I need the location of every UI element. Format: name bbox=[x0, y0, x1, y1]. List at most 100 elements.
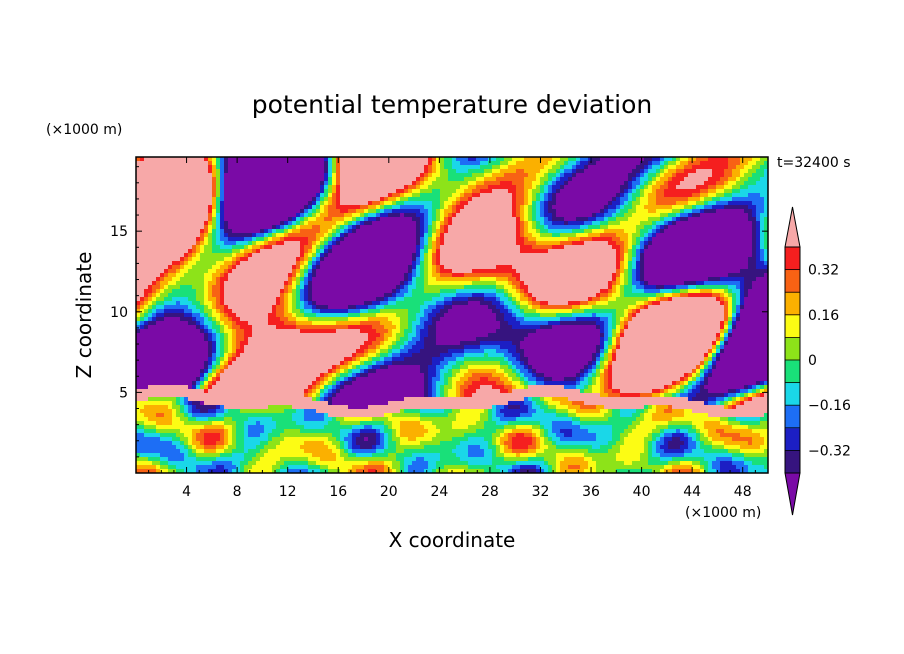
contour-cell bbox=[696, 369, 701, 374]
contour-cell bbox=[436, 337, 477, 342]
contour-cell bbox=[608, 393, 621, 398]
contour-cell bbox=[468, 377, 481, 382]
contour-cell bbox=[520, 465, 537, 470]
contour-cell bbox=[208, 337, 213, 342]
contour-cell bbox=[220, 273, 225, 278]
contour-cell bbox=[188, 397, 313, 402]
contour-cell bbox=[620, 321, 625, 326]
contour-cell bbox=[448, 217, 453, 222]
contour-cell bbox=[620, 285, 625, 290]
contour-cell bbox=[444, 297, 453, 302]
contour-cell bbox=[512, 213, 517, 218]
contour-cell bbox=[260, 457, 281, 462]
contour-cell bbox=[292, 277, 297, 282]
contour-cell bbox=[628, 245, 633, 250]
contour-cell bbox=[136, 321, 141, 326]
contour-cell bbox=[160, 437, 173, 442]
contour-cell bbox=[576, 377, 581, 382]
contour-cell bbox=[296, 225, 301, 230]
contour-cell bbox=[656, 197, 689, 202]
contour-cell bbox=[720, 337, 725, 342]
contour-cell bbox=[480, 341, 513, 346]
contour-cell bbox=[756, 249, 761, 254]
contour-cell bbox=[208, 365, 213, 370]
contour-cell bbox=[760, 417, 768, 422]
contour-cell bbox=[312, 453, 337, 458]
contour-cell bbox=[136, 365, 205, 370]
contour-cell bbox=[332, 241, 337, 246]
contour-cell bbox=[444, 409, 453, 414]
contour-cell bbox=[228, 221, 281, 226]
contour-cell bbox=[172, 417, 181, 422]
contour-cell bbox=[356, 305, 369, 310]
contour-cell bbox=[648, 165, 653, 170]
contour-cell bbox=[204, 225, 209, 230]
contour-cell bbox=[288, 469, 309, 473]
contour-cell bbox=[232, 469, 241, 473]
contour-cell bbox=[676, 429, 681, 434]
contour-cell bbox=[396, 453, 413, 458]
contour-cell bbox=[712, 197, 721, 202]
contour-cell bbox=[320, 205, 325, 210]
contour-cell bbox=[624, 249, 629, 254]
contour-cell bbox=[656, 233, 753, 238]
contour-cell bbox=[604, 377, 609, 382]
contour-cell bbox=[476, 389, 501, 394]
contour-cell bbox=[520, 413, 533, 418]
contour-cell bbox=[700, 445, 713, 450]
contour-cell bbox=[344, 445, 349, 450]
contour-cell bbox=[596, 369, 601, 374]
contour-cell bbox=[316, 249, 321, 254]
contour-cell bbox=[316, 393, 321, 398]
contour-cell bbox=[272, 237, 281, 242]
contour-cell bbox=[692, 209, 701, 214]
contour-cell bbox=[160, 469, 169, 473]
contour-cell bbox=[148, 457, 161, 462]
contour-cell bbox=[244, 333, 253, 338]
contour-cell bbox=[592, 457, 617, 462]
contour-cell bbox=[188, 409, 193, 414]
contour-cell bbox=[292, 417, 305, 422]
contour-cell bbox=[704, 425, 733, 430]
contour-cell bbox=[432, 269, 437, 274]
contour-cell bbox=[416, 281, 425, 286]
contour-cell bbox=[628, 257, 633, 262]
contour-cell bbox=[452, 213, 457, 218]
contour-cell bbox=[688, 285, 697, 290]
contour-cell bbox=[680, 437, 689, 442]
contour-cell bbox=[204, 237, 209, 242]
contour-cell bbox=[696, 365, 701, 370]
contour-cell bbox=[200, 249, 205, 254]
contour-cell bbox=[480, 165, 493, 170]
contour-cell bbox=[340, 185, 405, 190]
contour-cell bbox=[620, 209, 629, 214]
contour-cell bbox=[700, 377, 705, 382]
contour-cell bbox=[268, 317, 281, 322]
contour-cell bbox=[444, 373, 453, 378]
contour-cell bbox=[516, 233, 521, 238]
contour-cell bbox=[528, 237, 537, 242]
contour-cell bbox=[640, 245, 645, 250]
contour-cell bbox=[748, 469, 768, 473]
contour-cell bbox=[212, 301, 217, 306]
contour-cell bbox=[604, 213, 613, 218]
contour-cell bbox=[520, 233, 525, 238]
contour-cell bbox=[540, 169, 549, 174]
contour-cell bbox=[756, 245, 761, 250]
contour-cell bbox=[576, 413, 605, 418]
contour-cell bbox=[324, 249, 329, 254]
contour-cell bbox=[204, 381, 209, 386]
contour-cell bbox=[340, 453, 349, 458]
contour-cell bbox=[180, 449, 189, 454]
contour-cell bbox=[572, 177, 629, 182]
contour-cell bbox=[224, 293, 281, 298]
contour-cell bbox=[692, 205, 697, 210]
contour-cell bbox=[388, 417, 421, 422]
contour-cell bbox=[736, 317, 741, 322]
contour-cell bbox=[148, 305, 153, 310]
contour-cell bbox=[712, 205, 725, 210]
contour-cell bbox=[644, 185, 649, 190]
contour-cell bbox=[500, 449, 505, 454]
contour-cell bbox=[380, 429, 385, 434]
contour-cell bbox=[208, 241, 213, 246]
